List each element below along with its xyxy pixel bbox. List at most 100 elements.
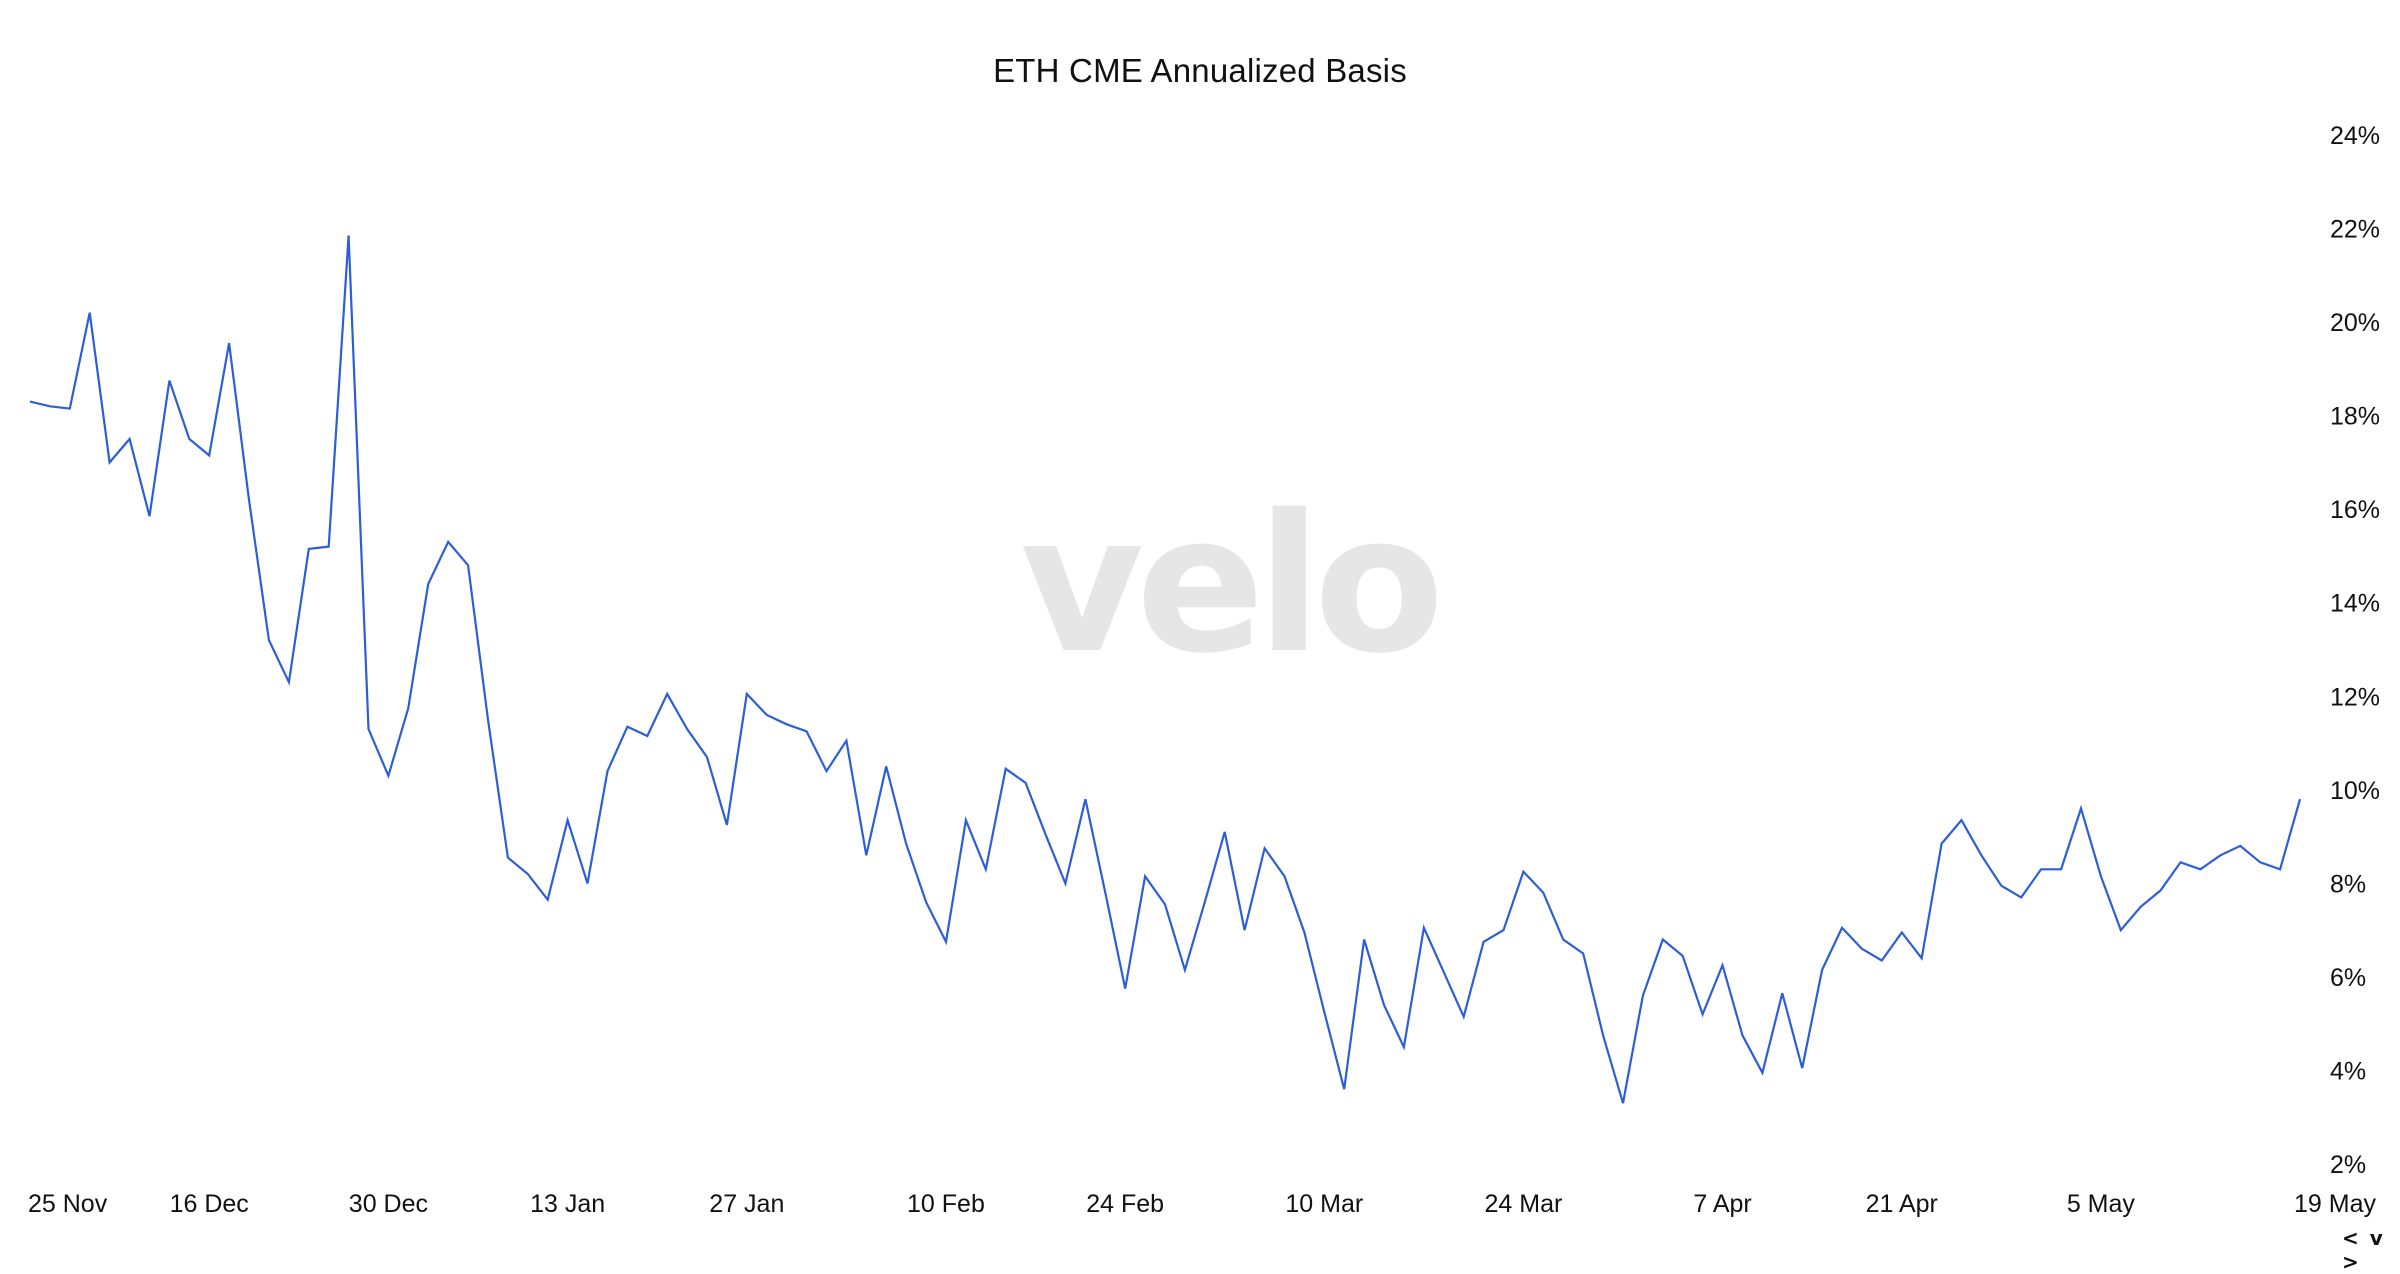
data-point: [1322, 1010, 1326, 1014]
data-point: [2159, 888, 2163, 892]
data-point: [167, 379, 171, 383]
data-point: [1203, 900, 1207, 904]
chart-nav-control[interactable]: < v >: [2342, 1226, 2385, 1274]
data-point: [367, 727, 371, 731]
x-axis: 25 Nov 16 Dec 30 Dec 13 Jan 27 Jan 10 Feb 24 F…: [28, 1190, 2376, 1218]
data-point: [1701, 1012, 1705, 1016]
data-point: [964, 818, 968, 822]
data-point: [1362, 938, 1366, 942]
data-point: [1561, 938, 1565, 942]
data-point: [1820, 968, 1824, 972]
data-point: [645, 734, 649, 738]
data-point: [1482, 940, 1486, 944]
data-point: [347, 234, 351, 238]
y-tick-label: 2%: [2330, 1151, 2366, 1179]
data-point: [1462, 1015, 1466, 1019]
data-point: [1979, 853, 1983, 857]
y-tick-label: 16%: [2330, 496, 2380, 524]
x-tick-label: 16 Dec: [170, 1190, 249, 1218]
data-point: [1721, 963, 1725, 967]
data-point: [1402, 1045, 1406, 1049]
data-point: [2079, 807, 2083, 811]
data-point: [2278, 867, 2282, 871]
data-point: [207, 453, 211, 457]
data-point: [2298, 797, 2302, 801]
x-tick-label: 7 Apr: [1693, 1190, 1751, 1218]
data-point: [1780, 991, 1784, 995]
data-point: [625, 725, 629, 729]
data-point: [765, 713, 769, 717]
data-point: [1223, 830, 1227, 834]
y-tick-label: 24%: [2330, 122, 2380, 150]
x-tick-label: 24 Feb: [1086, 1190, 1164, 1218]
data-point: [1004, 767, 1008, 771]
data-point: [1302, 931, 1306, 935]
x-tick-label: 19 May: [2294, 1190, 2376, 1218]
data-point: [2059, 867, 2063, 871]
data-point: [446, 540, 450, 544]
data-point: [2039, 867, 2043, 871]
data-point: [825, 769, 829, 773]
data-point: [1422, 926, 1426, 930]
data-point: [844, 739, 848, 743]
data-point: [1999, 884, 2003, 888]
data-point: [327, 545, 331, 549]
data-point: [1263, 846, 1267, 850]
data-point: [386, 774, 390, 778]
data-point: [1342, 1087, 1346, 1091]
data-point: [725, 823, 729, 827]
data-point: [1103, 891, 1107, 895]
data-point: [1940, 842, 1944, 846]
x-tick-label: 13 Jan: [530, 1190, 605, 1218]
data-point: [1601, 1033, 1605, 1037]
data-point: [705, 755, 709, 759]
data-point: [526, 872, 530, 876]
data-point: [1581, 952, 1585, 956]
data-point: [665, 692, 669, 696]
data-point: [1123, 987, 1127, 991]
data-point: [546, 898, 550, 902]
y-tick-label: 6%: [2330, 964, 2366, 992]
data-point: [148, 514, 152, 518]
data-point: [406, 706, 410, 710]
data-point: [1800, 1066, 1804, 1070]
data-point: [1521, 870, 1525, 874]
data-point: [884, 764, 888, 768]
data-point: [68, 407, 72, 411]
data-point: [1541, 891, 1545, 895]
x-tick-label: 10 Feb: [907, 1190, 985, 1218]
data-point: [984, 867, 988, 871]
data-point: [2198, 867, 2202, 871]
data-point: [785, 722, 789, 726]
series-line: [29, 235, 2302, 1104]
data-point: [48, 404, 52, 408]
data-point: [1880, 959, 1884, 963]
data-point: [88, 311, 92, 315]
data-point: [267, 638, 271, 642]
x-tick-label: 24 Mar: [1485, 1190, 1563, 1218]
y-tick-label: 12%: [2330, 683, 2380, 711]
data-point: [108, 460, 112, 464]
y-tick-label: 14%: [2330, 590, 2380, 618]
velo-watermark-logo: velo: [1020, 474, 1444, 695]
data-point: [2238, 844, 2242, 848]
x-tick-label: 10 Mar: [1285, 1190, 1363, 1218]
chart-title: ETH CME Annualized Basis: [993, 52, 1407, 89]
data-point: [1283, 874, 1287, 878]
y-tick-label: 18%: [2330, 403, 2380, 431]
data-point: [924, 900, 928, 904]
data-point: [486, 718, 490, 722]
data-point: [1920, 956, 1924, 960]
data-point: [28, 400, 32, 404]
x-tick-label: 21 Apr: [1866, 1190, 1938, 1218]
data-point: [864, 853, 868, 857]
data-point: [506, 856, 510, 860]
data-point: [2119, 928, 2123, 932]
data-point: [287, 680, 291, 684]
data-point: [1502, 928, 1506, 932]
x-tick-label: 5 May: [2067, 1190, 2136, 1218]
x-tick-label: 30 Dec: [349, 1190, 428, 1218]
data-point: [1143, 874, 1147, 878]
